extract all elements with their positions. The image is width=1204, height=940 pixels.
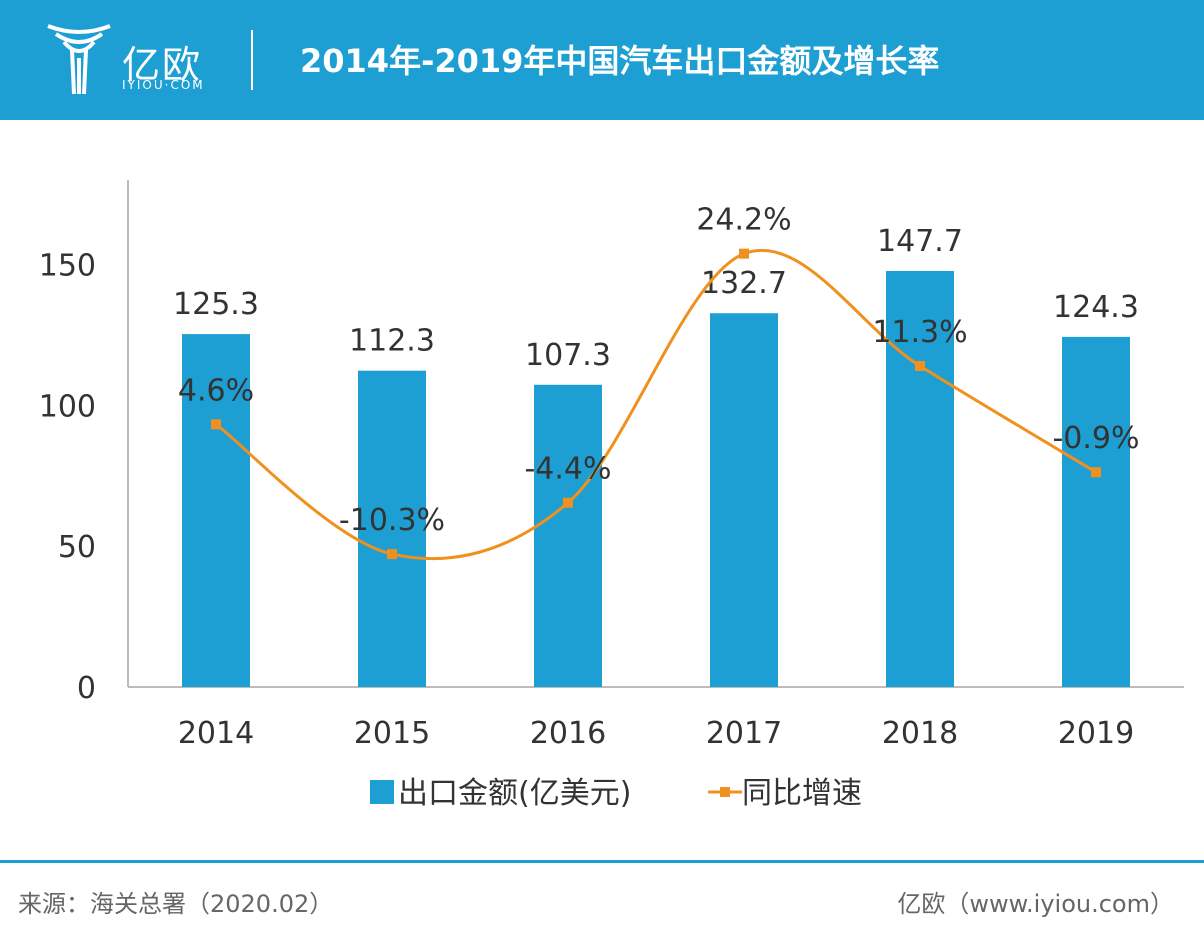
bar — [1062, 336, 1130, 687]
growth-point — [1091, 467, 1101, 478]
bar — [710, 313, 778, 687]
growth-value-label: 11.3% — [872, 315, 967, 350]
y-tick-label: 50 — [58, 530, 96, 565]
header-banner: 亿欧 IYIOU·COM 2014年-2019年中国汽车出口金额及增长率 — [0, 0, 1204, 120]
growth-value-label: -0.9% — [1052, 421, 1139, 456]
x-tick-label: 2018 — [882, 716, 958, 751]
legend-bar-label: 出口金额(亿美元) — [398, 776, 631, 811]
footer-divider — [0, 860, 1204, 863]
bar-value-label: 132.7 — [701, 266, 787, 301]
x-tick-label: 2016 — [530, 716, 606, 751]
x-tick-label: 2017 — [706, 716, 782, 751]
header-divider — [251, 30, 253, 90]
logo-english-text: IYIOU·COM — [122, 78, 205, 92]
growth-value-label: -4.4% — [524, 452, 611, 487]
growth-point — [563, 497, 573, 508]
bar — [182, 334, 250, 687]
growth-point — [387, 549, 397, 560]
iyiou-logo[interactable]: 亿欧 IYIOU·COM — [44, 20, 214, 98]
source-note: 来源：海关总署（2020.02） — [18, 890, 334, 918]
credit-note: 亿欧（www.iyiou.com） — [897, 890, 1174, 918]
page-title: 2014年-2019年中国汽车出口金额及增长率 — [300, 42, 940, 80]
growth-point — [915, 360, 925, 371]
bar-value-label: 124.3 — [1053, 290, 1139, 325]
bar — [886, 270, 954, 687]
bar-value-label: 112.3 — [349, 324, 435, 359]
iyiou-logo-mark-icon — [47, 24, 111, 95]
legend-bar-swatch — [370, 780, 394, 804]
growth-value-label: -10.3% — [339, 503, 445, 538]
growth-value-label: 4.6% — [178, 373, 254, 408]
bar — [534, 384, 602, 687]
legend-line-marker — [720, 787, 730, 797]
growth-point — [211, 419, 221, 430]
x-tick-label: 2015 — [354, 716, 430, 751]
growth-line — [215, 248, 1097, 561]
x-tick-label: 2014 — [178, 716, 254, 751]
x-tick-label: 2019 — [1058, 716, 1134, 751]
bar — [358, 370, 426, 687]
y-tick-label: 100 — [39, 389, 96, 424]
y-tick-label: 0 — [77, 671, 96, 706]
bar-value-label: 107.3 — [525, 338, 611, 373]
growth-point — [739, 248, 749, 259]
logo-chinese-text: 亿欧 — [122, 43, 203, 87]
y-tick-label: 150 — [39, 249, 96, 284]
growth-value-label: 24.2% — [696, 203, 791, 238]
legend-line-label: 同比增速 — [742, 776, 862, 811]
chart-area: 0 50 100 150 2014 2015 2016 2017 2018 2019 125.3 11… — [39, 180, 1184, 811]
bar-value-label: 147.7 — [877, 224, 963, 259]
bar-value-label: 125.3 — [173, 287, 259, 322]
